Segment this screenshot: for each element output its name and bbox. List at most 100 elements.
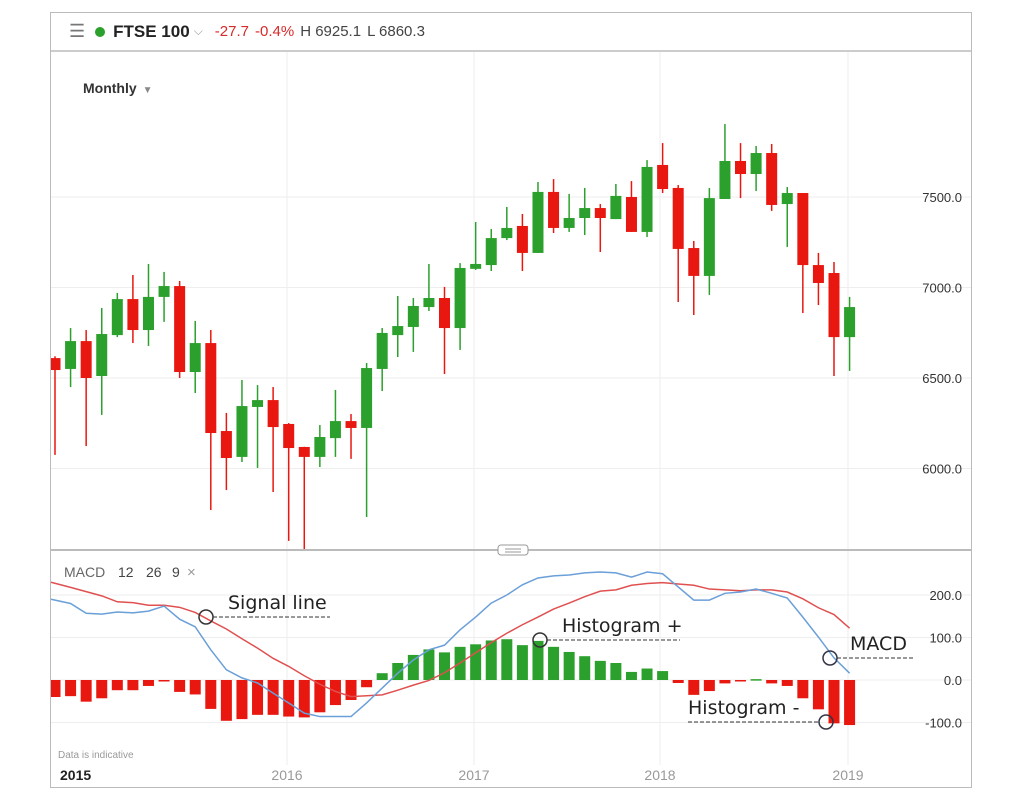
chart-frame (50, 12, 972, 788)
market-status-dot (95, 26, 106, 37)
candle-up (423, 297, 435, 308)
candle-up (703, 198, 715, 276)
year-axis-label: 2016 (271, 767, 302, 783)
candle-up (407, 305, 419, 327)
symbol-selector[interactable]: FTSE 100 (113, 21, 190, 41)
histogram-bar-positive (641, 668, 653, 680)
histogram-bar-positive (470, 644, 482, 680)
histogram-bar-negative (111, 680, 123, 691)
candle-down (657, 164, 669, 190)
day-low: L 6860.3 (367, 23, 425, 40)
candle-up (329, 421, 341, 439)
candle-up (189, 343, 201, 373)
year-axis-label: 2015 (60, 767, 91, 783)
candle-up (485, 238, 497, 266)
histogram-bar-positive (376, 673, 388, 680)
macd-axis-label: 100.0 (929, 631, 962, 646)
candle-down (548, 191, 560, 228)
histogram-bar-positive (625, 671, 637, 680)
histogram-bar-negative (688, 680, 700, 695)
histogram-bar-negative (361, 680, 373, 688)
candle-down (625, 197, 637, 232)
candle-up (392, 326, 404, 336)
candle-down (672, 187, 684, 249)
histogram-bar-positive (407, 654, 419, 680)
histogram-bar-negative (80, 680, 92, 702)
candle-up (158, 286, 170, 297)
candle-up (314, 437, 326, 457)
histogram-bar-negative (703, 680, 715, 692)
candle-down (345, 421, 357, 428)
macd-slow: 26 (146, 564, 162, 580)
price-axis-label: 7500.0 (922, 190, 962, 205)
candle-up (750, 153, 762, 175)
price-change-percent: -0.4% (255, 23, 295, 40)
histogram-bar-positive (423, 649, 435, 680)
year-axis-label: 2018 (644, 767, 675, 783)
candle-down (80, 341, 92, 378)
histogram-bar-positive (657, 671, 669, 680)
histogram-bar-positive (750, 679, 762, 681)
histogram-bar-negative (345, 680, 357, 700)
macd-annotation: MACD (850, 633, 907, 655)
histogram-bar-negative (220, 680, 232, 721)
candle-down (812, 265, 824, 283)
price-axis-label: 6500.0 (922, 371, 962, 386)
candle-up (252, 400, 264, 407)
candle-down (688, 248, 700, 276)
histogram-bar-negative (267, 680, 279, 715)
histogram-bar-negative (127, 680, 139, 691)
histogram-bar-negative (797, 680, 809, 699)
candle-up (96, 334, 108, 377)
year-axis-label: 2017 (458, 767, 489, 783)
histogram-positive-annotation: Histogram + (562, 615, 683, 637)
histogram-bar-negative (844, 680, 856, 726)
candle-down (516, 225, 528, 253)
histogram-bar-positive (485, 640, 497, 680)
candle-down (298, 446, 310, 457)
candle-down (797, 193, 809, 266)
histogram-bar-negative (314, 680, 326, 713)
candle-down (594, 208, 606, 218)
candle-up (781, 193, 793, 205)
price-axis-label: 7000.0 (922, 281, 962, 296)
histogram-bar-negative (236, 680, 248, 720)
signal-line-annotation: Signal line (228, 592, 327, 614)
candle-up (111, 299, 123, 336)
histogram-bar-positive (392, 663, 404, 680)
histogram-bar-positive (501, 639, 513, 680)
period-dropdown[interactable]: Monthly ▼ (83, 80, 153, 96)
day-high: H 6925.1 (300, 23, 362, 40)
panel-resize-handle[interactable] (497, 544, 529, 556)
signal-marker (198, 609, 214, 625)
histogram-bar-positive (563, 651, 575, 680)
remove-indicator-icon[interactable]: × (187, 564, 196, 581)
histogram-bar-negative (781, 680, 793, 686)
candle-up (501, 227, 513, 239)
price-axis-label: 6000.0 (922, 462, 962, 477)
hamburger-menu-icon[interactable]: ☰ (69, 21, 86, 41)
candle-up (610, 195, 622, 220)
candle-down (174, 286, 186, 373)
histogram-bar-negative (766, 680, 778, 684)
chevron-down-icon[interactable]: ⌵ (193, 24, 203, 38)
histogram-bar-positive (579, 656, 591, 680)
macd-axis-label: 0.0 (944, 673, 962, 688)
annotations: Signal line Histogram + MACD Histogram - (198, 592, 915, 730)
histogram-bar-negative (828, 680, 840, 724)
histogram-bar-negative (298, 680, 310, 718)
macd-fast: 12 (118, 564, 134, 580)
candle-down (735, 160, 747, 175)
price-change: -27.7 (214, 23, 249, 40)
histogram-bar-negative (735, 680, 747, 682)
macd-signal-period: 9 (172, 564, 180, 580)
histogram-bar-negative (329, 680, 341, 706)
histogram-bar-negative (205, 680, 217, 709)
macd-axis-label: 200.0 (929, 588, 962, 603)
histogram-bar-positive (548, 646, 560, 680)
histogram-bar-negative (252, 680, 264, 715)
macd-label: MACD (64, 564, 105, 580)
candle-up (844, 307, 856, 338)
candle-up (454, 267, 466, 329)
